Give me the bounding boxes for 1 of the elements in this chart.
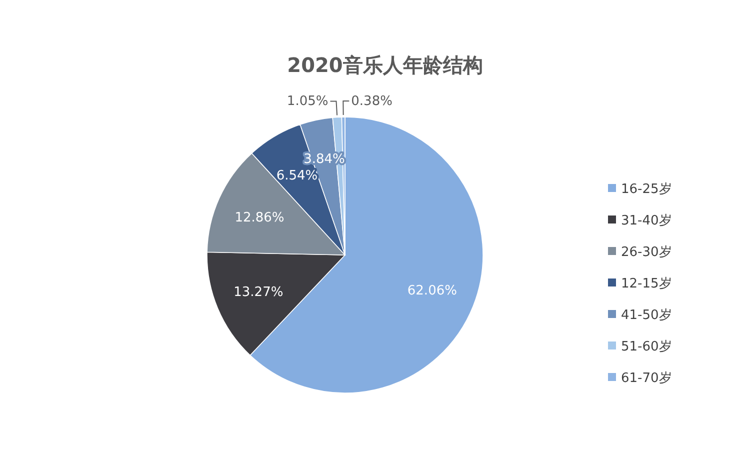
title: 2020音乐人年龄结构 <box>287 53 483 77</box>
